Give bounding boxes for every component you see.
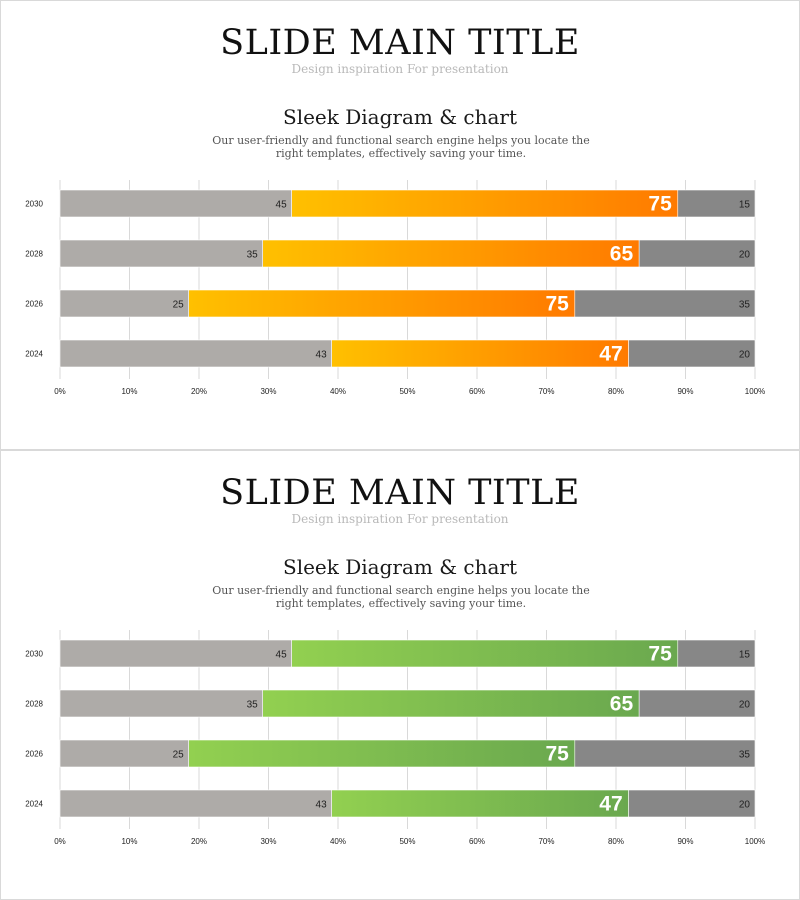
category-label: 2024	[25, 350, 43, 359]
data-label: 20	[739, 700, 751, 711]
x-tick-label: 90%	[677, 837, 693, 846]
x-tick-label: 20%	[191, 387, 207, 396]
x-tick-label: 70%	[538, 837, 554, 846]
data-label: 20	[739, 350, 751, 361]
bar-segment-3	[628, 339, 756, 368]
bar-segment-3	[677, 189, 756, 218]
data-label: 75	[545, 743, 569, 766]
bar-segment-1	[59, 689, 264, 718]
category-label: 2026	[25, 750, 43, 759]
data-label: 65	[610, 243, 634, 266]
bar-segment-2	[291, 639, 679, 668]
x-tick-label: 90%	[677, 387, 693, 396]
slide-main-title: SLIDE MAIN TITLE	[220, 473, 580, 513]
x-tick-label: 100%	[745, 837, 765, 846]
bar-segment-1	[59, 289, 190, 318]
data-label: 45	[276, 650, 288, 661]
stacked-bar-chart: 0% 10% 20% 30% 40% 50% 60% 70% 80% 90% 100% 2030 45 7…	[25, 180, 765, 396]
data-label: 25	[173, 750, 185, 761]
data-label: 47	[599, 343, 622, 366]
data-label: 75	[545, 293, 569, 316]
data-label: 35	[739, 300, 751, 311]
bar-segment-3	[628, 789, 756, 818]
data-label: 75	[648, 193, 672, 216]
slide-main-title: SLIDE MAIN TITLE	[220, 23, 580, 63]
bar-segment-1	[59, 789, 332, 818]
bar-segment-3	[638, 689, 756, 718]
data-label: 15	[739, 650, 751, 661]
slide-subtitle: Design inspiration For presentation	[291, 62, 509, 76]
chart-title: Sleek Diagram & chart	[283, 105, 517, 129]
bar-segment-3	[574, 739, 756, 768]
x-tick-label: 0%	[54, 837, 66, 846]
data-label: 45	[276, 200, 288, 211]
bar-segment-2	[188, 289, 576, 318]
bar-segment-2	[188, 739, 576, 768]
category-label: 2030	[25, 200, 43, 209]
category-label: 2026	[25, 300, 43, 309]
x-tick-label: 100%	[745, 387, 765, 396]
x-tick-label: 60%	[469, 387, 485, 396]
bar-segment-3	[574, 289, 756, 318]
x-tick-label: 30%	[260, 837, 276, 846]
data-label: 20	[739, 800, 751, 811]
bar-segment-1	[59, 339, 332, 368]
x-tick-label: 20%	[191, 837, 207, 846]
x-tick-label: 70%	[538, 387, 554, 396]
chart-description: Our user-friendly and functional search …	[212, 134, 590, 160]
bar-segment-3	[638, 239, 756, 268]
bar-segment-2	[291, 189, 679, 218]
bar-segment-1	[59, 239, 264, 268]
x-tick-label: 60%	[469, 837, 485, 846]
data-label: 15	[739, 200, 751, 211]
category-label: 2028	[25, 700, 43, 709]
bar-segment-1	[59, 739, 190, 768]
x-tick-label: 10%	[121, 837, 137, 846]
data-label: 65	[610, 693, 634, 716]
data-label: 43	[316, 350, 328, 361]
slide-2: SLIDE MAIN TITLE Design inspiration For …	[0, 450, 800, 900]
x-tick-label: 0%	[54, 387, 66, 396]
x-tick-label: 10%	[121, 387, 137, 396]
data-label: 47	[599, 793, 622, 816]
stacked-bar-chart: 0% 10% 20% 30% 40% 50% 60% 70% 80% 90% 100% 2030 45 7…	[25, 630, 765, 846]
bar-segment-1	[59, 189, 292, 218]
x-tick-label: 50%	[399, 387, 415, 396]
slide-subtitle: Design inspiration For presentation	[291, 512, 509, 526]
data-label: 25	[173, 300, 185, 311]
bar-segment-3	[677, 639, 756, 668]
category-label: 2028	[25, 250, 43, 259]
x-tick-label: 80%	[608, 837, 624, 846]
bar-segment-2	[262, 239, 640, 268]
category-label: 2024	[25, 800, 43, 809]
bar-segment-2	[331, 789, 629, 818]
x-tick-label: 30%	[260, 387, 276, 396]
data-label: 35	[247, 700, 259, 711]
x-tick-label: 40%	[330, 837, 346, 846]
x-tick-label: 40%	[330, 387, 346, 396]
category-label: 2030	[25, 650, 43, 659]
data-label: 20	[739, 250, 751, 261]
data-label: 43	[316, 800, 328, 811]
bar-segment-2	[331, 339, 629, 368]
bar-segment-1	[59, 639, 292, 668]
x-tick-label: 80%	[608, 387, 624, 396]
data-label: 35	[739, 750, 751, 761]
bar-segment-2	[262, 689, 640, 718]
data-label: 35	[247, 250, 259, 261]
x-tick-label: 50%	[399, 837, 415, 846]
data-label: 75	[648, 643, 672, 666]
chart-title: Sleek Diagram & chart	[283, 555, 517, 579]
slide-1: SLIDE MAIN TITLE Design inspiration For …	[0, 0, 800, 450]
chart-description: Our user-friendly and functional search …	[212, 584, 590, 610]
